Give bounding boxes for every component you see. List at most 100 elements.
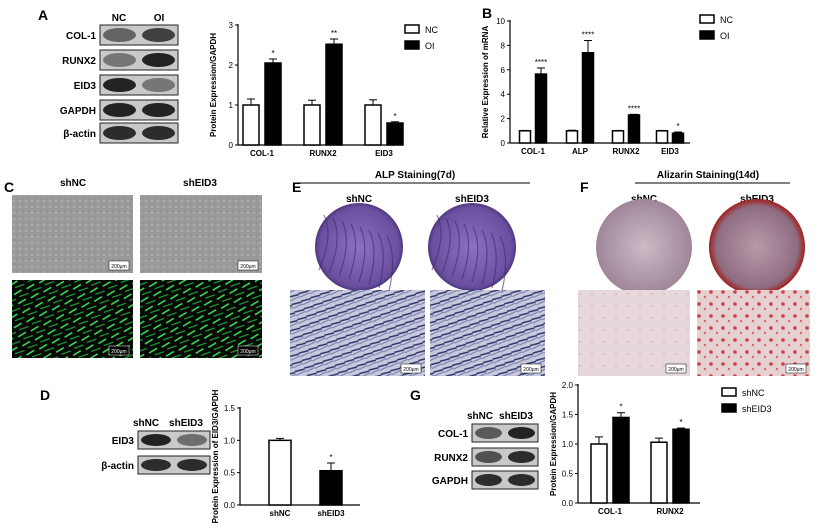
legend-swatch bbox=[404, 40, 420, 50]
significance-marker: * bbox=[619, 403, 622, 412]
scale-bar bbox=[665, 363, 687, 374]
significance-marker: * bbox=[393, 112, 396, 121]
fluorescence-image-shNC bbox=[12, 280, 133, 358]
column-header: shNC bbox=[346, 194, 372, 205]
legend-label: NC bbox=[720, 15, 733, 25]
chart-D: 0.0 0.5 1.0 1.5 Protein Expression of EID3/G… bbox=[211, 389, 360, 523]
stain-texture bbox=[377, 232, 384, 289]
y-axis-label: Protein Expression of EID3/GAPDH bbox=[211, 389, 220, 523]
bar bbox=[319, 469, 343, 506]
scale-bar-label: 200μm bbox=[240, 264, 255, 270]
x-tick-label: COL-1 bbox=[250, 149, 275, 158]
stain-texture bbox=[386, 235, 394, 292]
blot-band bbox=[141, 459, 171, 471]
scale-bar bbox=[108, 260, 130, 271]
y-tick-label: 3 bbox=[229, 21, 234, 30]
scale-bar-label: 200μm bbox=[403, 367, 418, 373]
significance-marker: **** bbox=[582, 31, 594, 40]
bar bbox=[671, 132, 685, 144]
legend-swatch bbox=[404, 24, 420, 34]
culture-dish bbox=[315, 203, 403, 291]
bar bbox=[612, 416, 630, 504]
panel-label-D: D bbox=[40, 387, 50, 403]
blot-band bbox=[508, 427, 535, 439]
bar bbox=[325, 43, 343, 146]
blot-lane-header: NC bbox=[112, 13, 126, 24]
blot-band bbox=[142, 28, 175, 42]
significance-marker: * bbox=[679, 418, 682, 427]
blot-row-label: EID3 bbox=[74, 81, 97, 92]
blot-band bbox=[475, 474, 502, 486]
y-tick-label: 2 bbox=[501, 115, 506, 124]
bar bbox=[264, 62, 282, 146]
culture-dish bbox=[428, 203, 516, 291]
stain-title: Alizarin Staining(14d) bbox=[657, 170, 759, 181]
legend-label: NC bbox=[425, 25, 438, 35]
blot-band bbox=[103, 126, 136, 140]
stain-microscopy-image bbox=[697, 290, 810, 376]
brightfield-image-shEID3 bbox=[140, 195, 262, 273]
x-tick-label: ALP bbox=[572, 147, 589, 156]
scale-bar bbox=[108, 345, 130, 356]
y-tick-label: 6 bbox=[501, 66, 506, 75]
bar bbox=[242, 104, 260, 146]
x-tick-label: COL-1 bbox=[598, 507, 623, 516]
bar bbox=[611, 130, 625, 144]
blot-band bbox=[177, 434, 207, 446]
stain-texture bbox=[348, 223, 357, 280]
stain-texture bbox=[318, 214, 329, 271]
bar bbox=[268, 439, 292, 506]
bar bbox=[581, 51, 595, 144]
blot-band bbox=[142, 103, 175, 117]
stain-texture bbox=[499, 235, 507, 292]
stain-texture bbox=[358, 226, 366, 283]
blot-band bbox=[141, 434, 171, 446]
significance-marker: ** bbox=[331, 29, 337, 38]
stain-texture bbox=[431, 214, 442, 271]
x-tick-label: COL-1 bbox=[521, 147, 546, 156]
blot-lane-header: shNC bbox=[133, 418, 159, 429]
x-tick-label: shNC bbox=[270, 509, 291, 518]
y-tick-label: 1.0 bbox=[562, 440, 574, 449]
panel-label-B: B bbox=[482, 5, 492, 21]
y-tick-label: 1 bbox=[229, 101, 234, 110]
significance-marker: * bbox=[329, 453, 332, 462]
blot-band bbox=[475, 451, 502, 463]
y-tick-label: 2 bbox=[229, 61, 234, 70]
panel-label-A: A bbox=[38, 7, 48, 23]
column-header-shEID3: shEID3 bbox=[183, 178, 217, 189]
y-axis-label: Relative Expression of mRNA bbox=[481, 26, 490, 139]
bar bbox=[303, 104, 321, 146]
stain-texture bbox=[328, 217, 338, 274]
column-header: shEID3 bbox=[455, 194, 489, 205]
y-tick-label: 4 bbox=[501, 90, 506, 99]
significance-marker: **** bbox=[628, 104, 640, 113]
significance-marker: **** bbox=[535, 58, 547, 67]
bar bbox=[364, 104, 382, 146]
blot-band bbox=[103, 28, 136, 42]
y-tick-label: 1.5 bbox=[224, 404, 236, 413]
blot-band bbox=[142, 126, 175, 140]
blot-row-label: RUNX2 bbox=[434, 453, 468, 464]
bar bbox=[565, 130, 579, 144]
y-tick-label: 0.0 bbox=[224, 501, 236, 510]
chart-A: 0 1 2 3 Protein Expression/GAPDH COL-1 RUNX2 EI… bbox=[209, 21, 438, 158]
scale-bar-label: 200μm bbox=[523, 367, 538, 373]
panel-label-F: F bbox=[580, 179, 589, 195]
bar bbox=[627, 114, 641, 144]
scale-bar bbox=[237, 345, 259, 356]
stain-title: ALP Staining(7d) bbox=[375, 170, 455, 181]
column-header-shNC: shNC bbox=[60, 178, 86, 189]
bar bbox=[534, 73, 548, 144]
y-tick-label: 0 bbox=[229, 141, 234, 150]
stain-texture bbox=[471, 226, 479, 283]
stain-texture bbox=[368, 229, 375, 286]
chart-G: 0.0 0.5 1.0 1.5 2.0 Protein Expression/GAPDH C… bbox=[549, 381, 772, 516]
blot-band bbox=[177, 459, 207, 471]
culture-dish bbox=[596, 199, 692, 295]
blot-row-label: EID3 bbox=[112, 436, 135, 447]
stain-texture bbox=[461, 223, 470, 280]
brightfield-image-shNC bbox=[12, 195, 133, 273]
legend-swatch bbox=[699, 14, 715, 24]
